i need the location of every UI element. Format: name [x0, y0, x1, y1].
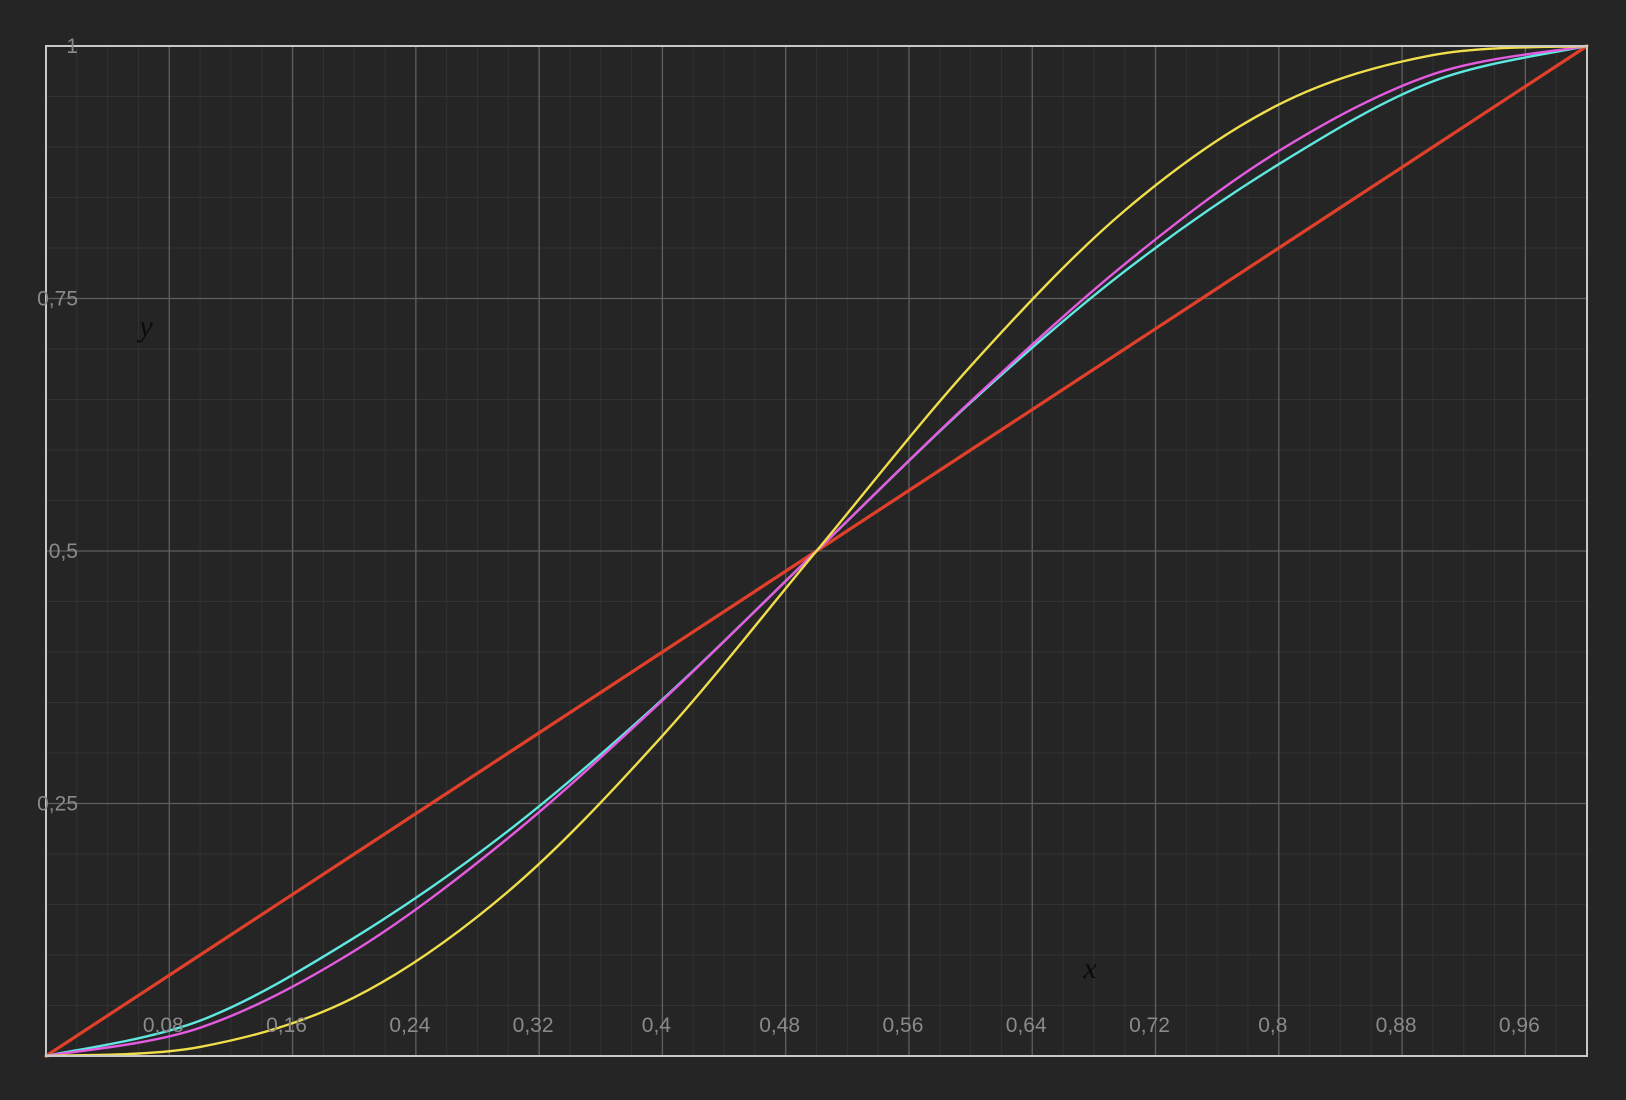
x-tick-label: 0,72 [1129, 1014, 1170, 1037]
series-layer [44, 44, 1589, 1058]
plot-frame [45, 45, 1588, 1057]
x-tick-label: 0,24 [389, 1014, 430, 1037]
y-tick-label: 0,25 [37, 793, 78, 816]
x-tick-label: 0,08 [143, 1014, 184, 1037]
x-tick-label: 0,96 [1499, 1014, 1540, 1037]
x-tick-label: 0,56 [883, 1014, 924, 1037]
y-tick-label: 0,75 [37, 288, 78, 311]
x-tick-label: 0,8 [1258, 1014, 1287, 1037]
tick-labels: 0,08 0,16 0,24 0,32 0,4 0,48 0,56 0,64 0,72 0,8 0,… [37, 35, 1540, 1037]
x-tick-label: 0,32 [513, 1014, 554, 1037]
x-tick-label: 0,16 [266, 1014, 307, 1037]
series-line-4 [44, 44, 1589, 1058]
x-tick-label: 0,48 [759, 1014, 800, 1037]
x-tick-label: 0,64 [1006, 1014, 1047, 1037]
y-axis-label: y [136, 310, 153, 343]
y-tick-label: 1 [66, 35, 78, 58]
x-tick-label: 0,4 [642, 1014, 672, 1037]
x-tick-label: 0,88 [1376, 1014, 1417, 1037]
y-tick-label: 0,5 [49, 540, 78, 563]
x-axis-label: x [1082, 952, 1097, 985]
